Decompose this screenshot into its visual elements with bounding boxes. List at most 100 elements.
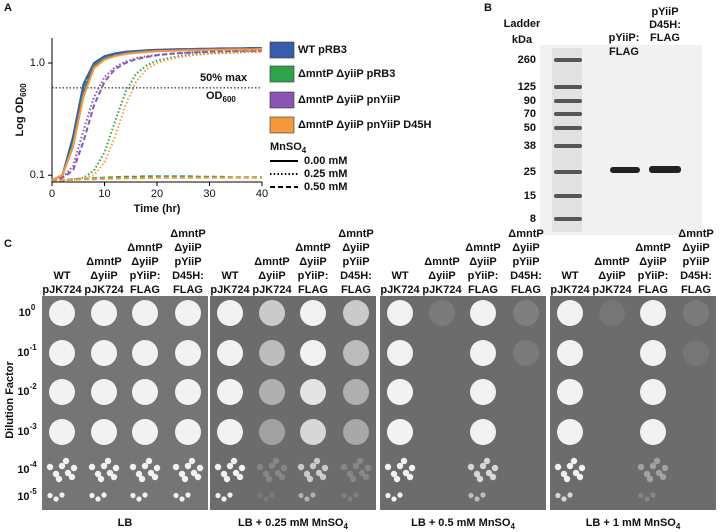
spot [640, 340, 666, 366]
column-header: ΔmntP [678, 228, 713, 240]
spot [557, 379, 583, 405]
spot [175, 419, 201, 445]
column-header: pJK724 [42, 284, 82, 296]
colony [236, 473, 244, 481]
style-legend-title-main: MnSO [270, 141, 302, 153]
spot [683, 300, 709, 326]
colony [347, 496, 353, 502]
column-header: ΔmntP [295, 242, 330, 254]
colony [55, 475, 63, 483]
spot [175, 300, 201, 326]
colony [402, 469, 410, 477]
spot [217, 419, 243, 445]
ladder-band [554, 85, 582, 89]
colony [306, 475, 314, 483]
spot [91, 419, 117, 445]
colony [58, 462, 66, 470]
growth-curve [51, 48, 263, 182]
colony [70, 464, 78, 472]
colony [94, 470, 102, 478]
column-header: FLAG [298, 284, 328, 296]
spot [259, 419, 285, 445]
colony [136, 496, 142, 502]
spot [557, 419, 583, 445]
spot [683, 340, 709, 366]
ladder-band [554, 99, 582, 103]
plate-label-small: 4 [344, 522, 349, 531]
colony [385, 492, 391, 499]
spot [300, 379, 326, 405]
column-header: ΔyiiP [131, 256, 158, 268]
colony [476, 475, 484, 483]
y-axis-label: Log OD600 [14, 83, 28, 137]
legend-swatch [269, 41, 295, 59]
plate-label: LB + 0.25 mM MnSO4 [238, 517, 348, 531]
row-label: 10-5 [17, 487, 37, 503]
colony [468, 492, 474, 499]
style-legend-label: 0.00 mM [304, 155, 347, 167]
colony [483, 457, 491, 465]
colony [467, 463, 475, 471]
colony [650, 492, 656, 498]
column-header: pJK724 [550, 284, 590, 296]
ladder-label: 25 [524, 166, 536, 178]
y-tick-label: 1.0 [30, 57, 45, 69]
spot [217, 340, 243, 366]
y-axis-label: Dilution Factor [4, 360, 16, 438]
spot [387, 340, 413, 366]
colony [112, 464, 120, 472]
style-legend-label: 0.25 mM [304, 168, 347, 180]
ladder-header: Ladder [504, 18, 541, 30]
colony [190, 469, 198, 477]
colony [578, 464, 586, 472]
growth-curve [51, 47, 262, 182]
spot [175, 379, 201, 405]
x-tick-label: 20 [151, 188, 163, 200]
colony [265, 475, 273, 483]
x-axis-label: Time (hr) [134, 203, 181, 215]
colony [141, 462, 149, 470]
spot [175, 340, 201, 366]
column-header: FLAG [173, 284, 203, 296]
colony [47, 492, 53, 499]
colony [408, 464, 416, 472]
colony [130, 492, 136, 499]
lane-header: D45H: [649, 19, 681, 31]
colony [561, 496, 567, 502]
column-header: FLAG [511, 284, 541, 296]
column-header: pJK724 [422, 284, 462, 296]
colony [263, 496, 269, 502]
row-label-main: 10 [17, 491, 29, 503]
column-header: ΔmntP [508, 228, 543, 240]
legend-swatch [269, 91, 295, 109]
column-header: ΔmntP [338, 228, 373, 240]
colony [644, 496, 650, 502]
ladder-label: 38 [524, 140, 536, 152]
colony [215, 492, 221, 499]
row-label-main: 10 [17, 386, 29, 398]
spot [557, 340, 583, 366]
colony [396, 462, 404, 470]
spot [513, 340, 539, 366]
column-header: pYiiP [342, 256, 369, 268]
colony [188, 457, 196, 465]
colony [135, 470, 143, 478]
colony [52, 470, 60, 478]
colony [563, 475, 571, 483]
column-header: ΔyiiP [342, 242, 369, 254]
colony [173, 492, 179, 499]
y-tick-label: 0.1 [30, 169, 45, 181]
spot [470, 419, 496, 445]
ladder-label: 8 [530, 213, 536, 225]
colony [257, 492, 263, 499]
spot [387, 379, 413, 405]
colony [303, 470, 311, 478]
colony [153, 464, 161, 472]
lane-header: pYiiP [651, 6, 678, 18]
spot [91, 379, 117, 405]
colony [310, 492, 316, 498]
colony [567, 492, 573, 498]
colony [321, 464, 329, 472]
colony [53, 496, 59, 502]
column-header: ΔyiiP [299, 256, 326, 268]
